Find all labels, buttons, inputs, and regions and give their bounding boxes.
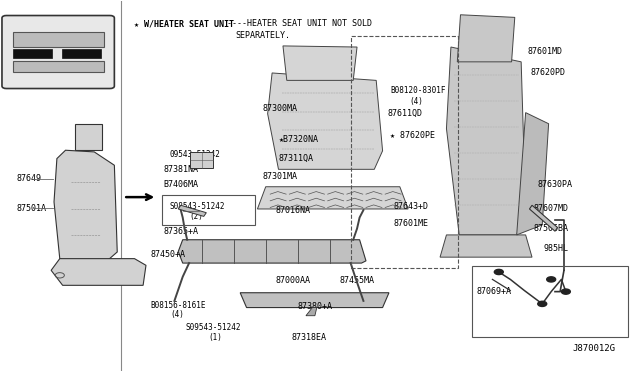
Polygon shape: [76, 124, 102, 150]
Text: 87643+D: 87643+D: [394, 202, 428, 211]
Text: S09543-51242: S09543-51242: [186, 323, 241, 332]
Text: 87601MD: 87601MD: [527, 47, 563, 56]
Text: 87380+A: 87380+A: [298, 302, 333, 311]
Polygon shape: [54, 150, 117, 262]
Bar: [190, 152, 213, 168]
Text: (1): (1): [208, 333, 222, 342]
Text: S08543-51242: S08543-51242: [170, 202, 225, 211]
Text: 87311QA: 87311QA: [278, 154, 314, 163]
Text: 87301MA: 87301MA: [262, 172, 298, 181]
Text: 87381NA: 87381NA: [164, 165, 198, 174]
Text: ----HEATER SEAT UNIT NOT SOLD: ----HEATER SEAT UNIT NOT SOLD: [227, 19, 372, 28]
Text: 87601ME: 87601ME: [394, 219, 428, 228]
Text: 87611QD: 87611QD: [387, 109, 422, 118]
Text: 87630PA: 87630PA: [537, 180, 572, 189]
Text: ★B7320NA: ★B7320NA: [278, 135, 319, 144]
Text: (4): (4): [410, 97, 423, 106]
Text: 985HL: 985HL: [543, 244, 568, 253]
Circle shape: [561, 289, 570, 294]
Text: 87506BA: 87506BA: [534, 224, 569, 233]
Polygon shape: [529, 205, 557, 231]
Bar: [162, 195, 255, 225]
Text: 87300MA: 87300MA: [262, 104, 298, 113]
Text: 87069+A: 87069+A: [476, 287, 511, 296]
Text: SEPARATELY.: SEPARATELY.: [236, 31, 291, 41]
Text: 87455MA: 87455MA: [339, 276, 374, 285]
Text: 87000AA: 87000AA: [275, 276, 310, 285]
Polygon shape: [516, 113, 548, 235]
Polygon shape: [447, 47, 525, 235]
Bar: [13, 32, 104, 47]
Bar: [13, 49, 52, 58]
Circle shape: [547, 277, 556, 282]
Text: 87501A: 87501A: [17, 204, 47, 213]
Polygon shape: [178, 205, 206, 217]
Text: (1): (1): [189, 160, 203, 169]
Text: B7406MA: B7406MA: [164, 180, 198, 189]
Text: 87016NA: 87016NA: [275, 206, 310, 215]
Text: B08120-8301F: B08120-8301F: [390, 86, 445, 95]
Text: B08156-8161E: B08156-8161E: [151, 301, 206, 310]
FancyBboxPatch shape: [2, 16, 115, 89]
Text: 87649: 87649: [17, 174, 42, 183]
Text: ★ W/HEATER SEAT UNIT: ★ W/HEATER SEAT UNIT: [134, 19, 234, 28]
Polygon shape: [178, 240, 366, 263]
Bar: [13, 61, 104, 72]
Bar: [472, 266, 628, 337]
Text: 87318EA: 87318EA: [291, 333, 326, 343]
Text: 87620PD: 87620PD: [531, 68, 566, 77]
Polygon shape: [458, 15, 515, 62]
Polygon shape: [51, 259, 146, 285]
Polygon shape: [268, 73, 383, 169]
Bar: [351, 36, 458, 268]
Polygon shape: [240, 293, 389, 308]
Text: 87450+A: 87450+A: [151, 250, 186, 259]
Polygon shape: [257, 187, 408, 209]
Polygon shape: [440, 235, 532, 257]
Polygon shape: [283, 46, 357, 80]
Text: ★ 87620PE: ★ 87620PE: [390, 131, 435, 141]
Text: 09543-51242: 09543-51242: [170, 150, 221, 159]
Text: J870012G: J870012G: [572, 344, 615, 353]
Circle shape: [494, 269, 503, 275]
Polygon shape: [306, 308, 317, 316]
Text: (2): (2): [189, 212, 203, 221]
Bar: [62, 49, 100, 58]
Text: (4): (4): [170, 310, 184, 319]
Text: 87365+A: 87365+A: [164, 227, 198, 236]
Text: 87607MD: 87607MD: [534, 205, 569, 214]
Circle shape: [538, 301, 547, 307]
